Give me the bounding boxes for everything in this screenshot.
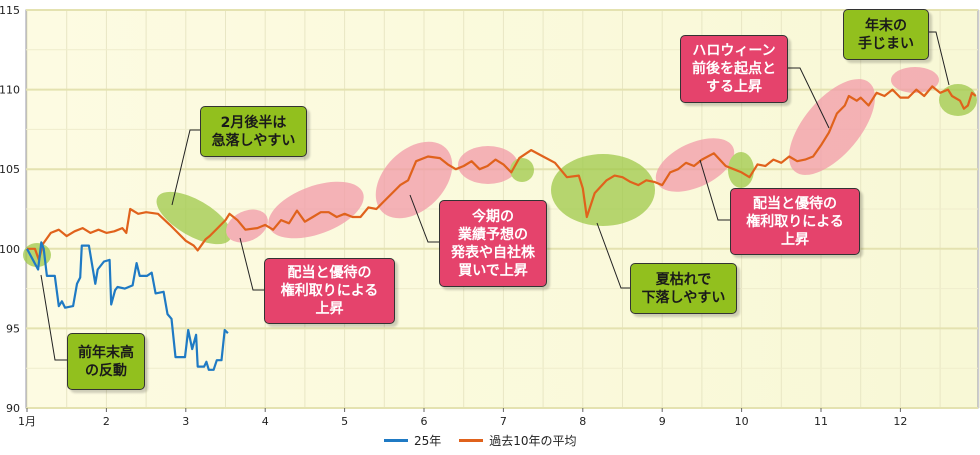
- leader-line-a4: [409, 194, 439, 243]
- annotation-line: の反動: [85, 362, 127, 379]
- annotation-line: 前後を起点と: [692, 61, 776, 77]
- legend: 25年 過去10年の平均: [384, 432, 577, 449]
- leader-line-a2: [171, 129, 200, 206]
- annotation-line: 急落しやすい: [211, 132, 296, 149]
- horizontal-gridlines: [26, 9, 978, 409]
- legend-item-10yr-avg: 過去10年の平均: [459, 432, 577, 449]
- legend-label: 25年: [414, 434, 442, 448]
- legend-label: 過去10年の平均: [489, 434, 577, 448]
- x-tick-label: 5: [341, 415, 348, 428]
- leader-line-a1: [40, 274, 67, 361]
- annotation-line: 上昇: [781, 231, 809, 248]
- annotation-line: 2月後半は: [220, 114, 287, 131]
- highlight-green-aug: [551, 154, 655, 226]
- highlight-pink-may: [375, 141, 453, 219]
- leader-line-a3: [239, 237, 264, 291]
- x-tick-label: 3: [182, 415, 189, 428]
- legend-swatch-orange: [459, 439, 484, 442]
- annotation-line: 業績予想の: [458, 226, 528, 243]
- x-tick-label: 6: [421, 415, 428, 428]
- y-tick-label: 105: [0, 163, 20, 176]
- annotation-a1: 前年末高 の反動: [67, 333, 145, 390]
- annotation-line: 夏枯れで: [655, 271, 712, 288]
- annotation-line: 今期の: [472, 208, 514, 225]
- annotation-line: 権利取りによる: [280, 283, 379, 299]
- leader-line-a5: [596, 222, 630, 289]
- x-tick-label: 4: [262, 415, 269, 428]
- annotation-line: 配当と優待の: [753, 195, 837, 212]
- annotation-line: 前年末高: [78, 344, 134, 361]
- y-axis-tick-labels: 90 95 100 105 110 115: [0, 4, 20, 415]
- x-tick-label: 12: [893, 415, 907, 428]
- annotation-line: する上昇: [706, 79, 762, 95]
- y-tick-label: 115: [0, 4, 20, 17]
- annotation-a2: 2月後半は 急落しやすい: [200, 106, 307, 157]
- annotation-a3: 配当と優待の 権利取りによる 上昇: [264, 258, 395, 324]
- y-tick-label: 110: [0, 84, 20, 97]
- annotation-line: 発表や自社株: [451, 244, 535, 261]
- highlight-pink-apr: [268, 181, 364, 239]
- leader-line-a8: [927, 31, 950, 86]
- series-lines: [26, 85, 977, 371]
- highlight-pink-dec: [891, 67, 939, 93]
- highlight-pink-mar: [226, 209, 268, 243]
- annotation-line: 権利取りによる: [746, 213, 844, 230]
- leader-line-a6: [699, 159, 730, 221]
- annotation-a8: 年末の 手じまい: [843, 9, 929, 60]
- annotation-line: 上昇: [315, 301, 344, 317]
- annotation-line: 下落しやすい: [641, 289, 726, 306]
- y-tick-label: 90: [6, 402, 20, 415]
- x-tick-label: 7: [500, 415, 507, 428]
- annotation-a7: ハロウィーン 前後を起点と する上昇: [680, 35, 788, 103]
- leader-lines: [40, 31, 950, 361]
- x-tick-label: 10: [735, 415, 749, 428]
- x-axis-tick-labels: 1月 2 3 4 5 6 7 8 9 10 11 12: [18, 408, 907, 428]
- annotation-line: 買いで上昇: [458, 262, 528, 279]
- annotation-a4: 今期の 業績予想の 発表や自社株 買いで上昇: [439, 200, 547, 287]
- x-tick-label: 1月: [18, 415, 36, 428]
- series-line-10yr-avg: [27, 85, 977, 261]
- legend-swatch-blue: [384, 439, 408, 442]
- annotation-a5: 夏枯れで 下落しやすい: [630, 263, 737, 314]
- annotation-line: 年末の: [865, 17, 907, 34]
- annotation-line: 手じまい: [858, 35, 914, 52]
- y-tick-label: 95: [6, 322, 20, 335]
- annotation-a6: 配当と優待の 権利取りによる 上昇: [730, 188, 860, 255]
- highlight-green-sep-end: [728, 152, 754, 188]
- x-tick-label: 11: [814, 415, 828, 428]
- highlight-green-feb: [156, 191, 232, 245]
- legend-item-25: 25年: [384, 432, 441, 449]
- y-tick-label: 100: [0, 243, 20, 256]
- annotation-line: 配当と優待の: [287, 265, 372, 281]
- leader-line-a7: [786, 67, 830, 129]
- x-tick-label: 8: [579, 415, 586, 428]
- annotation-line: ハロウィーン: [692, 43, 776, 59]
- x-tick-label: 2: [103, 415, 110, 428]
- series-line-25: [26, 241, 229, 371]
- x-tick-label: 9: [659, 415, 666, 428]
